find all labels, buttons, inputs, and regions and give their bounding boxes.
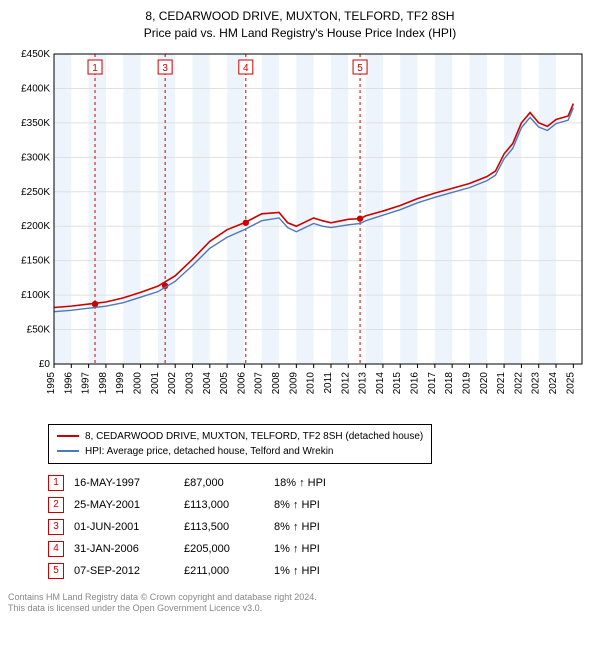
svg-text:£200K: £200K — [21, 221, 50, 232]
svg-text:2015: 2015 — [392, 371, 403, 394]
title-line-2: Price paid vs. HM Land Registry's House … — [8, 25, 592, 42]
svg-text:2009: 2009 — [288, 371, 299, 394]
svg-text:2007: 2007 — [254, 371, 265, 394]
svg-text:£300K: £300K — [21, 152, 50, 163]
sale-delta: 18% ↑ HPI — [274, 472, 336, 494]
sale-delta: 8% ↑ HPI — [274, 516, 336, 538]
svg-text:£400K: £400K — [21, 83, 50, 94]
svg-text:2014: 2014 — [375, 371, 386, 394]
svg-text:1: 1 — [92, 63, 98, 74]
svg-text:2000: 2000 — [133, 371, 144, 394]
svg-text:2010: 2010 — [306, 371, 317, 394]
title-line-1: 8, CEDARWOOD DRIVE, MUXTON, TELFORD, TF2… — [8, 8, 592, 25]
sale-delta: 1% ↑ HPI — [274, 538, 336, 560]
sale-price: £211,000 — [184, 560, 274, 582]
chart-title-block: 8, CEDARWOOD DRIVE, MUXTON, TELFORD, TF2… — [8, 8, 592, 42]
sale-row: 5 07-SEP-2012£211,0001% ↑ HPI — [48, 560, 336, 582]
sale-price: £113,500 — [184, 516, 274, 538]
svg-text:2006: 2006 — [236, 371, 247, 394]
footer: Contains HM Land Registry data © Crown c… — [8, 592, 592, 615]
sale-row: 4 31-JAN-2006£205,0001% ↑ HPI — [48, 538, 336, 560]
svg-text:£150K: £150K — [21, 255, 50, 266]
svg-text:2012: 2012 — [340, 371, 351, 394]
svg-text:2024: 2024 — [548, 371, 559, 394]
svg-text:1995: 1995 — [46, 371, 57, 394]
svg-text:2023: 2023 — [531, 371, 542, 394]
svg-text:£350K: £350K — [21, 117, 50, 128]
svg-text:1996: 1996 — [63, 371, 74, 394]
svg-text:2021: 2021 — [496, 371, 507, 394]
legend-item: 8, CEDARWOOD DRIVE, MUXTON, TELFORD, TF2… — [57, 429, 423, 444]
svg-text:1998: 1998 — [98, 371, 109, 394]
svg-text:2013: 2013 — [358, 371, 369, 394]
sale-date: 25-MAY-2001 — [74, 494, 184, 516]
sale-row: 2 25-MAY-2001£113,0008% ↑ HPI — [48, 494, 336, 516]
sale-marker-box: 4 — [48, 541, 64, 557]
svg-text:£450K: £450K — [21, 49, 50, 60]
svg-text:2016: 2016 — [410, 371, 421, 394]
svg-text:2022: 2022 — [513, 371, 524, 394]
svg-text:1997: 1997 — [81, 371, 92, 394]
sale-date: 01-JUN-2001 — [74, 516, 184, 538]
svg-text:£50K: £50K — [27, 324, 51, 335]
sale-marker-box: 5 — [48, 563, 64, 579]
sales-table: 1 16-MAY-1997£87,00018% ↑ HPI 2 25-MAY-2001… — [48, 472, 336, 582]
sale-marker-box: 2 — [48, 497, 64, 513]
sale-row: 3 01-JUN-2001£113,5008% ↑ HPI — [48, 516, 336, 538]
legend-swatch — [57, 435, 79, 437]
sale-date: 31-JAN-2006 — [74, 538, 184, 560]
legend-swatch — [57, 450, 79, 452]
svg-text:2025: 2025 — [565, 371, 576, 394]
svg-text:2004: 2004 — [202, 371, 213, 394]
svg-text:5: 5 — [357, 63, 363, 74]
sale-price: £113,000 — [184, 494, 274, 516]
sale-marker-box: 1 — [48, 475, 64, 491]
svg-text:2005: 2005 — [219, 371, 230, 394]
sale-date: 16-MAY-1997 — [74, 472, 184, 494]
legend: 8, CEDARWOOD DRIVE, MUXTON, TELFORD, TF2… — [48, 424, 432, 464]
svg-text:£100K: £100K — [21, 290, 50, 301]
svg-text:£0: £0 — [39, 359, 51, 370]
svg-text:£250K: £250K — [21, 186, 50, 197]
sale-row: 1 16-MAY-1997£87,00018% ↑ HPI — [48, 472, 336, 494]
svg-text:1999: 1999 — [115, 371, 126, 394]
legend-label: 8, CEDARWOOD DRIVE, MUXTON, TELFORD, TF2… — [85, 429, 423, 444]
svg-text:2019: 2019 — [461, 371, 472, 394]
svg-text:2002: 2002 — [167, 371, 178, 394]
legend-label: HPI: Average price, detached house, Telf… — [85, 444, 334, 459]
footer-line: Contains HM Land Registry data © Crown c… — [8, 592, 592, 604]
sale-delta: 8% ↑ HPI — [274, 494, 336, 516]
svg-text:4: 4 — [243, 63, 249, 74]
svg-text:2018: 2018 — [444, 371, 455, 394]
svg-text:2003: 2003 — [184, 371, 195, 394]
sale-date: 07-SEP-2012 — [74, 560, 184, 582]
svg-text:2020: 2020 — [479, 371, 490, 394]
sale-marker-box: 3 — [48, 519, 64, 535]
svg-text:3: 3 — [162, 63, 168, 74]
footer-line: This data is licensed under the Open Gov… — [8, 603, 592, 615]
svg-text:2011: 2011 — [323, 371, 334, 393]
sale-delta: 1% ↑ HPI — [274, 560, 336, 582]
svg-text:2008: 2008 — [271, 371, 282, 394]
sale-price: £205,000 — [184, 538, 274, 560]
sale-price: £87,000 — [184, 472, 274, 494]
chart-svg: £0 £50K £100K £150K £200K £250K £300K £350K £400… — [8, 48, 592, 418]
svg-text:2001: 2001 — [150, 371, 161, 394]
legend-item: HPI: Average price, detached house, Telf… — [57, 444, 423, 459]
price-chart: £0 £50K £100K £150K £200K £250K £300K £350K £400… — [8, 48, 592, 418]
svg-text:2017: 2017 — [427, 371, 438, 394]
